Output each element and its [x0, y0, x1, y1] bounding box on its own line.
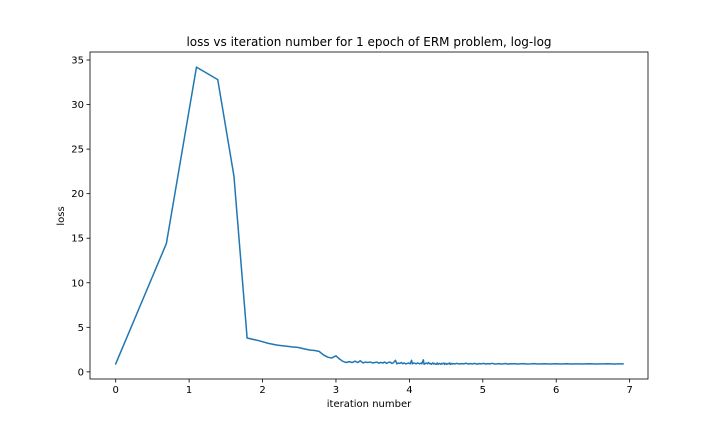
- x-tick-label: 0: [113, 385, 119, 396]
- axes-frame: [89, 51, 649, 380]
- plot-area: [114, 66, 624, 366]
- loss-series-line: [114, 66, 624, 366]
- y-tick-label: 20: [71, 189, 84, 200]
- y-tick-label: 10: [71, 278, 84, 289]
- y-tick-label: 5: [78, 323, 84, 334]
- x-tick-label: 3: [333, 385, 339, 396]
- x-tick-label: 1: [186, 385, 192, 396]
- x-axis-label: iteration number: [327, 399, 412, 410]
- y-tick-label: 15: [71, 234, 84, 245]
- x-tick-label: 6: [553, 385, 559, 396]
- x-tick-label: 7: [626, 385, 632, 396]
- y-tick-label: 0: [78, 367, 84, 378]
- x-tick-label: 2: [259, 385, 265, 396]
- y-tick-label: 30: [71, 100, 84, 111]
- y-axis-ticks: 0 5 10 15 20 25 30 35: [71, 56, 90, 378]
- x-tick-label: 4: [406, 385, 412, 396]
- chart-title: loss vs iteration number for 1 epoch of …: [186, 35, 551, 49]
- x-axis-ticks: 0 1 2 3 4 5 6 7: [113, 379, 633, 396]
- y-tick-label: 25: [71, 145, 84, 156]
- y-axis-label: loss: [56, 206, 67, 225]
- x-tick-label: 5: [480, 385, 486, 396]
- y-tick-label: 35: [71, 56, 84, 67]
